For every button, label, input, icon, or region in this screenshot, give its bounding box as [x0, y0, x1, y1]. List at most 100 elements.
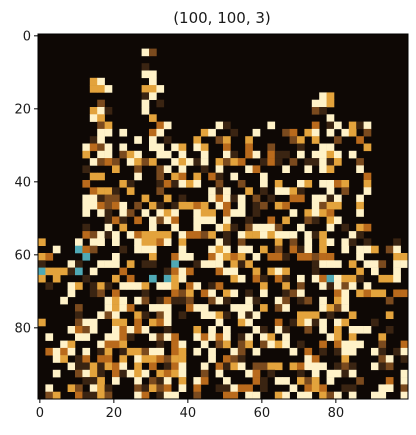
- image-pixel: [260, 158, 268, 166]
- image-pixel: [208, 311, 216, 319]
- image-pixel: [52, 347, 61, 356]
- image-pixel: [215, 158, 224, 166]
- image-pixel: [156, 201, 165, 210]
- image-pixel: [385, 296, 394, 305]
- image-pixel: [126, 158, 135, 166]
- image-pixel: [119, 209, 128, 217]
- image-pixel: [282, 231, 290, 239]
- image-pixel: [112, 201, 120, 210]
- image-pixel: [134, 318, 142, 327]
- image-pixel: [82, 231, 91, 239]
- image-pixel: [274, 296, 283, 305]
- image-pixel: [141, 369, 150, 378]
- image-pixel: [319, 245, 327, 254]
- image-pixel: [282, 216, 290, 225]
- image-pixel: [393, 238, 401, 246]
- image-pixel: [267, 150, 276, 159]
- image-pixel: [319, 253, 327, 261]
- image-pixel: [311, 231, 320, 239]
- image-pixel: [186, 282, 194, 290]
- image-pixel: [319, 143, 327, 152]
- image-pixel: [149, 362, 157, 371]
- image-pixel: [252, 377, 261, 385]
- image-pixel: [97, 107, 105, 115]
- x-tick-label: 60: [254, 406, 271, 421]
- image-pixel: [282, 128, 290, 137]
- image-pixel: [311, 384, 320, 392]
- image-pixel: [104, 107, 113, 115]
- image-pixel: [341, 289, 350, 298]
- image-pixel: [297, 289, 305, 298]
- image-pixel: [208, 260, 216, 268]
- image-pixel: [208, 172, 216, 181]
- image-pixel: [215, 245, 224, 254]
- image-pixel: [171, 267, 179, 276]
- image-pixel: [186, 267, 194, 276]
- image-pixel: [297, 253, 305, 261]
- image-pixel: [112, 340, 120, 349]
- image-pixel: [193, 326, 202, 334]
- image-pixel: [289, 187, 298, 195]
- image-pixel: [156, 282, 165, 290]
- image-pixel: [141, 194, 150, 203]
- image-pixel: [171, 158, 179, 166]
- image-pixel: [60, 347, 68, 356]
- image-pixel: [371, 391, 379, 400]
- image-pixel: [97, 77, 105, 86]
- image-pixel: [289, 362, 298, 371]
- image-pixel: [274, 150, 283, 159]
- image-pixel: [319, 107, 327, 115]
- image-pixel: [97, 377, 105, 385]
- image-pixel: [311, 369, 320, 378]
- image-pixel: [134, 231, 142, 239]
- image-pixel: [215, 172, 224, 181]
- image-pixel: [223, 121, 231, 130]
- image-pixel: [134, 311, 142, 319]
- image-pixel: [215, 201, 224, 210]
- image-pixel: [82, 274, 91, 283]
- image-pixel: [393, 245, 401, 254]
- image-pixel: [112, 187, 120, 195]
- image-pixel: [178, 201, 187, 210]
- image-pixel: [371, 267, 379, 276]
- image-pixel: [282, 274, 290, 283]
- image-pixel: [141, 99, 150, 108]
- image-pixel: [178, 158, 187, 166]
- image-pixel: [215, 253, 224, 261]
- image-pixel: [341, 296, 350, 305]
- image-pixel: [112, 274, 120, 283]
- image-pixel: [245, 245, 253, 254]
- image-pixel: [208, 289, 216, 298]
- image-pixel: [267, 231, 276, 239]
- image-pixel: [156, 355, 165, 363]
- image-pixel: [385, 377, 394, 385]
- image-pixel: [112, 377, 120, 385]
- image-pixel: [141, 231, 150, 239]
- image-pixel: [45, 347, 54, 356]
- image-pixel: [237, 260, 246, 268]
- image-pixel: [163, 209, 172, 217]
- image-pixel: [45, 253, 54, 261]
- image-pixel: [223, 362, 231, 371]
- image-pixel: [252, 391, 261, 400]
- image-pixel: [97, 99, 105, 108]
- image-pixel: [82, 362, 91, 371]
- image-pixel: [149, 128, 157, 137]
- image-pixel: [371, 318, 379, 327]
- image-pixel: [112, 260, 120, 268]
- image-pixel: [156, 238, 165, 246]
- image-pixel: [156, 377, 165, 385]
- image-pixel: [267, 194, 276, 203]
- image-pixel: [260, 274, 268, 283]
- image-pixel: [326, 311, 335, 319]
- image-pixel: [260, 340, 268, 349]
- image-pixel: [82, 377, 91, 385]
- image-pixel: [356, 158, 364, 166]
- image-pixel: [112, 304, 120, 312]
- image-pixel: [141, 158, 150, 166]
- image-pixel: [193, 143, 202, 152]
- image-pixel: [245, 369, 253, 378]
- image-pixel: [326, 187, 335, 195]
- image-pixel: [126, 304, 135, 312]
- image-pixel: [260, 180, 268, 188]
